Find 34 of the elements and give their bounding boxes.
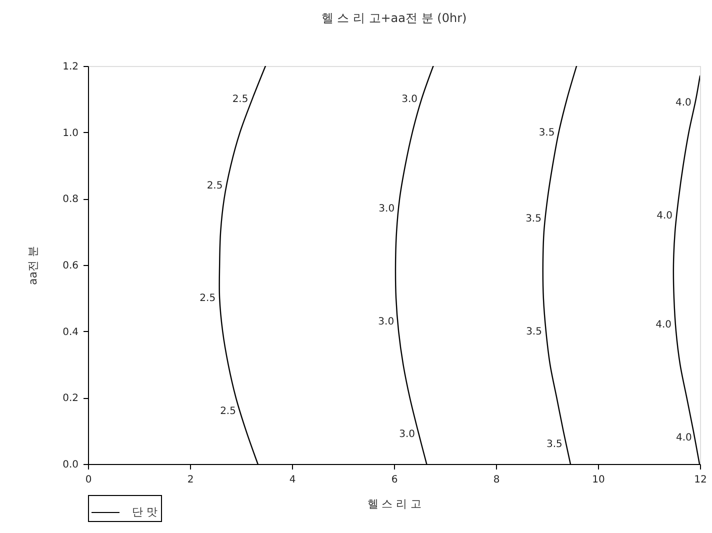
y-tick-label: 1.0 <box>62 128 78 139</box>
chart-title: 헬 스 리 고+aa전 분 (0hr) <box>321 11 467 25</box>
annotation: 2.5 <box>200 293 216 304</box>
annotation: 3.5 <box>526 326 542 338</box>
annotation: 4.0 <box>676 432 692 444</box>
y-tick-label: 0.6 <box>62 260 78 272</box>
y-tick-label: 0.0 <box>62 460 78 470</box>
x-tick-label: 6 <box>391 474 398 486</box>
y-tick-label: 1.2 <box>62 62 78 72</box>
x-tick-label: 2 <box>187 474 194 486</box>
annotation: 3.5 <box>538 127 555 138</box>
x-tick-label: 12 <box>694 474 707 486</box>
annotation: 4.0 <box>656 320 672 331</box>
annotation: 2.5 <box>220 406 236 417</box>
annotation: 4.0 <box>656 210 673 222</box>
x-tick-label: 8 <box>493 474 500 486</box>
annotation: 3.0 <box>378 316 394 328</box>
x-axis-title: 헬 스 리 고 <box>367 498 422 510</box>
y-tick-label: 0.4 <box>62 326 78 338</box>
y-tick-label: 0.2 <box>62 393 78 404</box>
annotation: 4.0 <box>676 97 692 108</box>
annotation: 2.5 <box>206 180 223 192</box>
y-axis-title: aa전 분 <box>26 246 40 285</box>
annotation: 3.0 <box>378 204 395 215</box>
annotation: 3.0 <box>399 429 415 440</box>
annotation: 2.5 <box>232 94 248 106</box>
annotation: 3.5 <box>526 214 542 225</box>
legend-label: 단 맛 <box>132 506 158 518</box>
annotation: 3.0 <box>402 94 418 106</box>
x-tick-label: 10 <box>592 474 605 486</box>
x-tick-label: 4 <box>289 474 296 486</box>
annotation: 3.5 <box>546 439 562 450</box>
y-tick-label: 0.8 <box>62 194 78 206</box>
x-tick-label: 0 <box>85 474 92 486</box>
